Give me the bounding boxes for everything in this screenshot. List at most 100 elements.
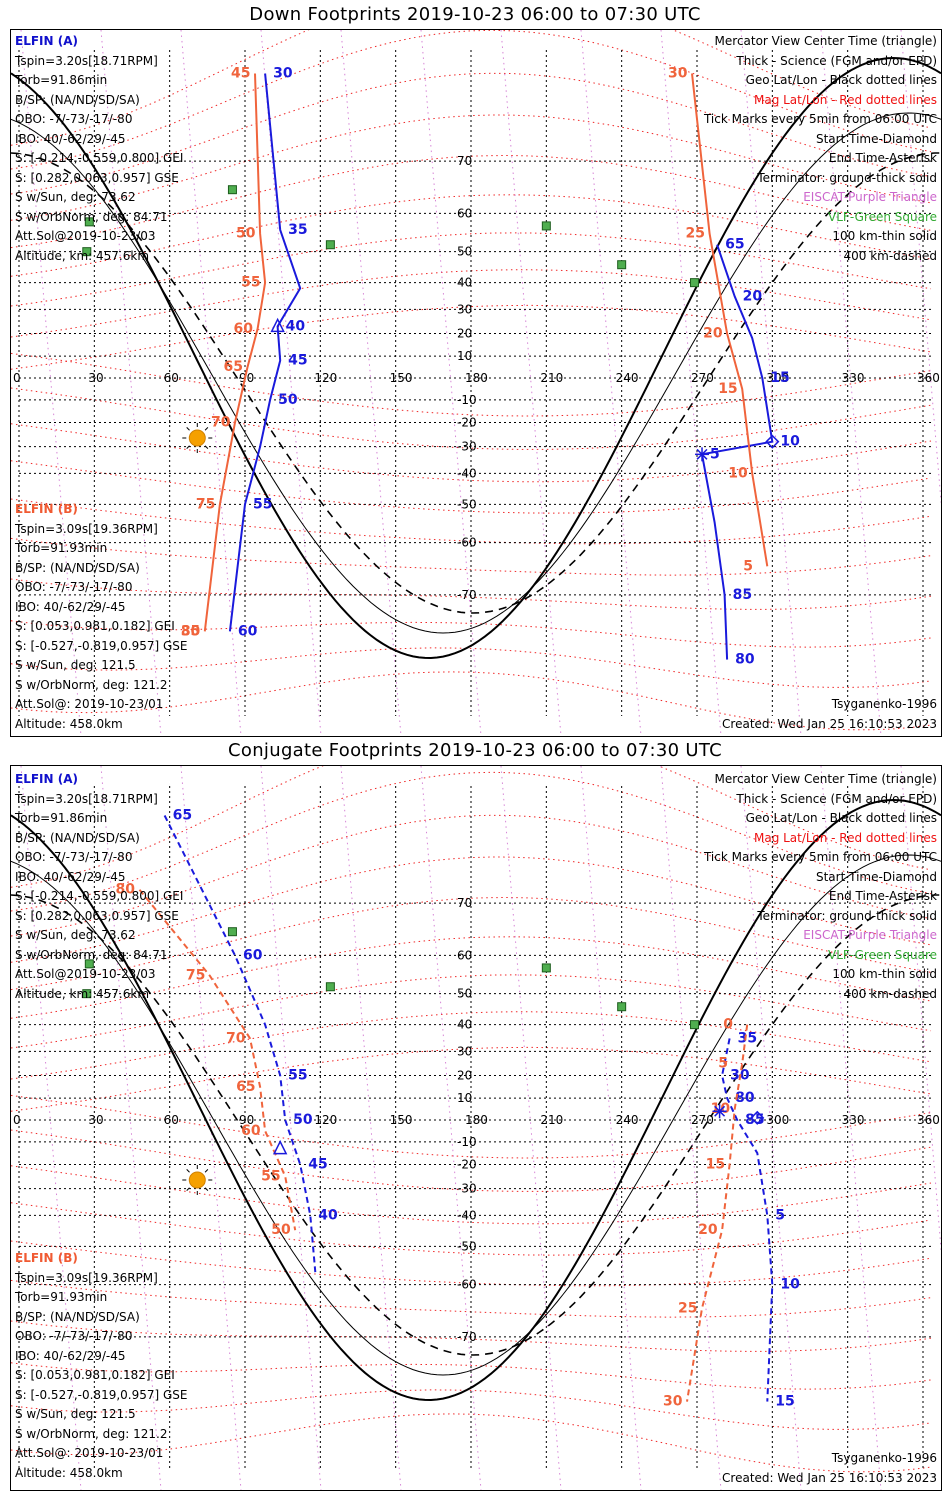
track-tick-label: 75: [186, 968, 205, 984]
mag-lon-line: [180, 766, 242, 1490]
track-tick-label: 55: [261, 1168, 280, 1184]
mag-lat-line: [11, 974, 932, 1049]
lat-tick-label: 60: [457, 206, 472, 220]
lat-tick-label: 60: [457, 948, 472, 962]
elfin-a-line: S w/OrbNorm, deg: 84.71: [15, 209, 168, 224]
legend-item: Thick - Science (FGM and/or EPD): [736, 53, 937, 68]
lat-tick-label: 10: [457, 349, 472, 363]
elfin-a-line: S: [0.282,0.063,0.957] GSE: [15, 170, 179, 185]
mag-lat-line: [11, 387, 932, 450]
created-timestamp: Created: Wed Jan 25 16:10:53 2023: [722, 716, 937, 731]
elfin-a-line: S w/Sun, deg: 73.62: [15, 190, 136, 204]
track-tick-label: 50: [293, 1112, 313, 1128]
track-tick-label: 70: [211, 415, 231, 431]
elfin-b-line: S w/Sun, deg: 121.5: [15, 658, 136, 672]
track-tick-label: 30: [668, 65, 688, 81]
elfin-b-line: OBO: -7/-73/-17/-80: [15, 580, 133, 594]
legend-item: End Time-Asterisk: [828, 889, 937, 903]
elfin-a-line: Tspin=3.20s[18.71RPM]: [15, 791, 158, 806]
elfin-a-line: S w/Sun, deg: 73.62: [15, 928, 136, 942]
elfin-a-line: Altitude, km: 457.6km: [15, 248, 150, 263]
elfin-a-line: Torb=91.86min: [15, 73, 108, 87]
legend-item: Tick Marks every 5min from 06:00 UTC: [703, 112, 937, 126]
track-tick-label: 60: [234, 321, 254, 337]
track-tick-label: 50: [271, 1222, 291, 1238]
elfin-a-track: [163, 815, 317, 1273]
lon-tick-label: 360: [917, 1113, 940, 1127]
legend-item: 400 km-dashed: [843, 986, 937, 1001]
legend-item: Thick - Science (FGM and/or EPD): [736, 791, 937, 806]
lat-tick-label: -40: [457, 466, 477, 480]
lat-tick-label: 10: [457, 1091, 472, 1105]
legend-conjugate: Mercator View Center Time (triangle) Thi…: [704, 770, 937, 1004]
sun-ray: [186, 427, 190, 431]
elfin-a-line: Torb=91.86min: [15, 811, 108, 825]
lon-tick-label: 90: [239, 371, 254, 385]
elfin-b-line: S w/Sun, deg: 121.5: [15, 1407, 136, 1421]
lon-tick-label: 90: [239, 1113, 254, 1127]
track-tick-label: 35: [738, 1030, 757, 1046]
track-tick-label: 40: [318, 1207, 338, 1223]
mag-lat-line: [11, 30, 932, 170]
terminator-ground: [11, 798, 941, 1402]
elfin-a-line: Tspin=3.20s[18.71RPM]: [15, 53, 158, 68]
lat-tick-label: -10: [457, 1135, 477, 1149]
lat-tick-label: 70: [457, 154, 472, 168]
view-center-triangle-icon: [270, 317, 285, 333]
lon-tick-label: 0: [13, 371, 21, 385]
vlf-square-icon: [689, 1020, 699, 1030]
lon-tick-label: 60: [164, 371, 179, 385]
lon-tick-label: 240: [616, 1113, 639, 1127]
elfin-b-line: B/SP: (NA/ND/SD/SA): [15, 560, 140, 575]
vlf-square-icon: [617, 260, 627, 270]
elfin-b-header: ELFIN (B): [15, 1251, 78, 1265]
track-tick-label: 20: [743, 288, 763, 304]
terminator-100km: [11, 112, 941, 634]
lat-tick-label: 30: [457, 302, 472, 316]
legend-item: Mag Lat/Lon - Red dotted lines: [753, 830, 937, 845]
elfin-a-line: S w/OrbNorm, deg: 84.71: [15, 947, 168, 962]
mag-lat-line: [11, 1202, 932, 1256]
mag-lon-line: [660, 766, 722, 1490]
lon-tick-label: 210: [540, 371, 563, 385]
track-tick-label: 60: [238, 623, 258, 639]
elfin-b-line: Att.Sol@: 2019-10-23/01: [15, 1446, 164, 1460]
mag-lon-line: [580, 766, 642, 1490]
elfin-a-track: [228, 73, 302, 632]
lat-tick-label: 20: [457, 1068, 472, 1082]
lon-tick-label: 210: [540, 1113, 563, 1127]
lat-tick-label: -40: [457, 1208, 477, 1222]
model-footer-down: Tsyganenko-1996 Created: Wed Jan 25 16:1…: [722, 695, 937, 734]
elfin-b-line: Tspin=3.09s[19.36RPM]: [15, 1270, 158, 1285]
track-tick-label: 55: [241, 275, 260, 291]
sun-ray: [204, 1187, 209, 1191]
elfin-b-line: Torb=91.93min: [15, 541, 108, 555]
mag-lat-line: [11, 620, 932, 648]
mag-lat-line: [11, 896, 932, 991]
legend-item: Geo Lat/Lon - Black dotted lines: [745, 811, 937, 825]
lat-tick-label: -20: [457, 1158, 477, 1172]
mag-lon-line: [500, 766, 562, 1490]
elfin-b-header: ELFIN (B): [15, 502, 78, 516]
legend-item: 400 km-dashed: [843, 248, 937, 263]
model-name: Tsyganenko-1996: [831, 1451, 937, 1465]
panel-title-conjugate: Conjugate Footprints 2019-10-23 06:00 to…: [228, 740, 722, 761]
end-asterisk-icon: [696, 448, 708, 460]
mag-lon-line: [260, 30, 322, 736]
elfin-a-track: [700, 244, 774, 660]
elfin-b-line: Tspin=3.09s[19.36RPM]: [15, 521, 158, 536]
elfin-a-line: IBO: 40/-62/29/-45: [15, 131, 126, 146]
track-tick-label: 30: [663, 1394, 683, 1410]
elfin-b-track: [691, 73, 769, 567]
legend-item: EISCAT-Purple Triangle: [803, 928, 937, 942]
legend-item: Mercator View Center Time (triangle): [714, 772, 937, 786]
elfin-a-line: B/SP: (NA/ND/SD/SA): [15, 830, 140, 845]
vlf-square-icon: [82, 989, 92, 999]
sun-ray: [204, 427, 209, 431]
mag-lon-line: [340, 766, 402, 1490]
track-tick-label: 80: [735, 652, 755, 668]
track-tick-label: 70: [226, 1030, 246, 1046]
elfin-a-header: ELFIN (A): [15, 772, 78, 786]
lat-tick-label: -20: [457, 416, 477, 430]
vlf-square-icon: [84, 217, 94, 227]
